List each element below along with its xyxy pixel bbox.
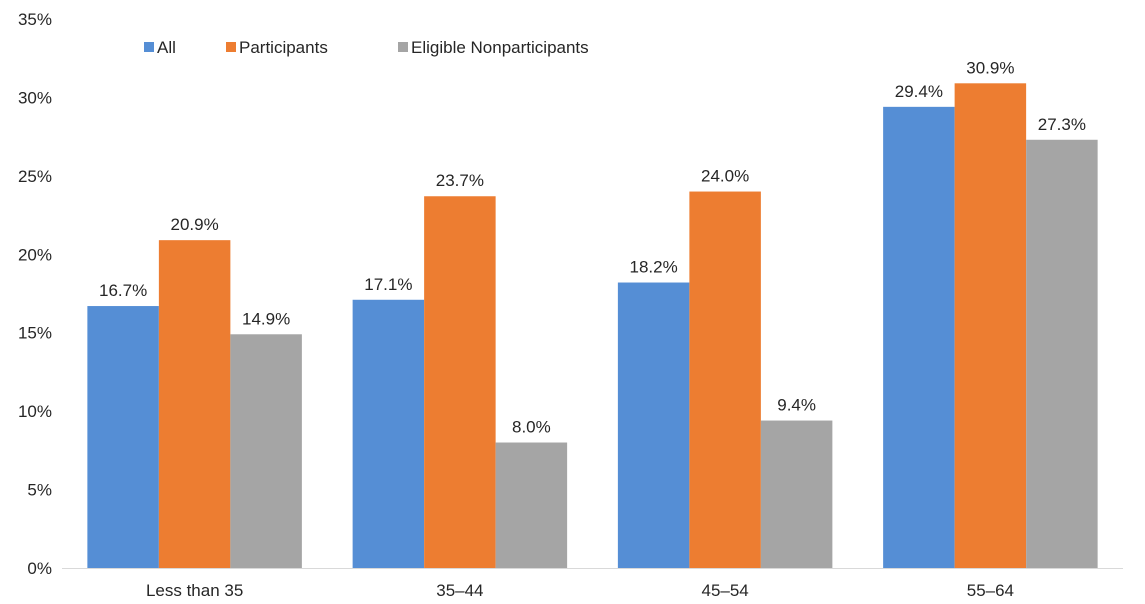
data-label: 27.3%: [1038, 115, 1086, 134]
bar-eligible-nonparticipants-2: [760, 420, 833, 568]
data-label: 18.2%: [630, 258, 678, 277]
legend-label: All: [157, 38, 176, 57]
bar-eligible-nonparticipants-0: [230, 334, 302, 568]
data-label: 29.4%: [895, 82, 943, 101]
bar-participants-1: [424, 196, 496, 568]
y-tick-label: 5%: [27, 481, 52, 500]
data-label: 16.7%: [99, 281, 147, 300]
y-tick-label: 35%: [18, 10, 52, 29]
legend-label: Participants: [239, 38, 328, 57]
legend-label: Eligible Nonparticipants: [411, 38, 589, 57]
bar-all-0: [87, 306, 159, 568]
data-label: 30.9%: [966, 58, 1014, 77]
bar-participants-2: [689, 191, 761, 569]
x-tick-label: 55–64: [967, 581, 1014, 600]
y-tick-label: 0%: [27, 559, 52, 578]
bar-all-1: [352, 299, 425, 568]
x-tick-label: Less than 35: [146, 581, 243, 600]
bar-participants-3: [954, 83, 1027, 568]
data-label: 20.9%: [171, 215, 219, 234]
y-tick-label: 10%: [18, 402, 52, 421]
y-tick-label: 20%: [18, 245, 52, 264]
legend-swatch: [144, 42, 154, 52]
bar-eligible-nonparticipants-1: [495, 442, 568, 568]
legend-swatch: [398, 42, 408, 52]
data-label: 23.7%: [436, 171, 484, 190]
bars: [87, 83, 1098, 569]
data-label: 8.0%: [512, 418, 551, 437]
data-label: 17.1%: [364, 275, 412, 294]
y-tick-label: 25%: [18, 167, 52, 186]
data-label: 9.4%: [777, 396, 816, 415]
x-axis-tick-labels: Less than 35 35–44 45–54 55–64: [146, 581, 1014, 600]
y-tick-label: 15%: [18, 324, 52, 343]
bar-participants-0: [158, 240, 231, 568]
y-axis-tick-labels: 0% 5% 10% 15% 20% 25% 30% 35%: [18, 10, 52, 578]
data-labels: 16.7% 20.9% 14.9% 17.1% 23.7% 8.0% 18.2% 24.0% 9…: [99, 58, 1086, 436]
bar-eligible-nonparticipants-3: [1026, 139, 1098, 568]
bar-all-2: [617, 282, 690, 568]
bar-all-3: [883, 106, 955, 568]
y-tick-label: 30%: [18, 88, 52, 107]
legend-swatch: [226, 42, 236, 52]
data-label: 24.0%: [701, 167, 749, 186]
data-label: 14.9%: [242, 309, 290, 328]
x-tick-label: 35–44: [436, 581, 483, 600]
legend: All Participants Eligible Nonparticipants: [144, 38, 589, 57]
x-tick-label: 45–54: [701, 581, 748, 600]
